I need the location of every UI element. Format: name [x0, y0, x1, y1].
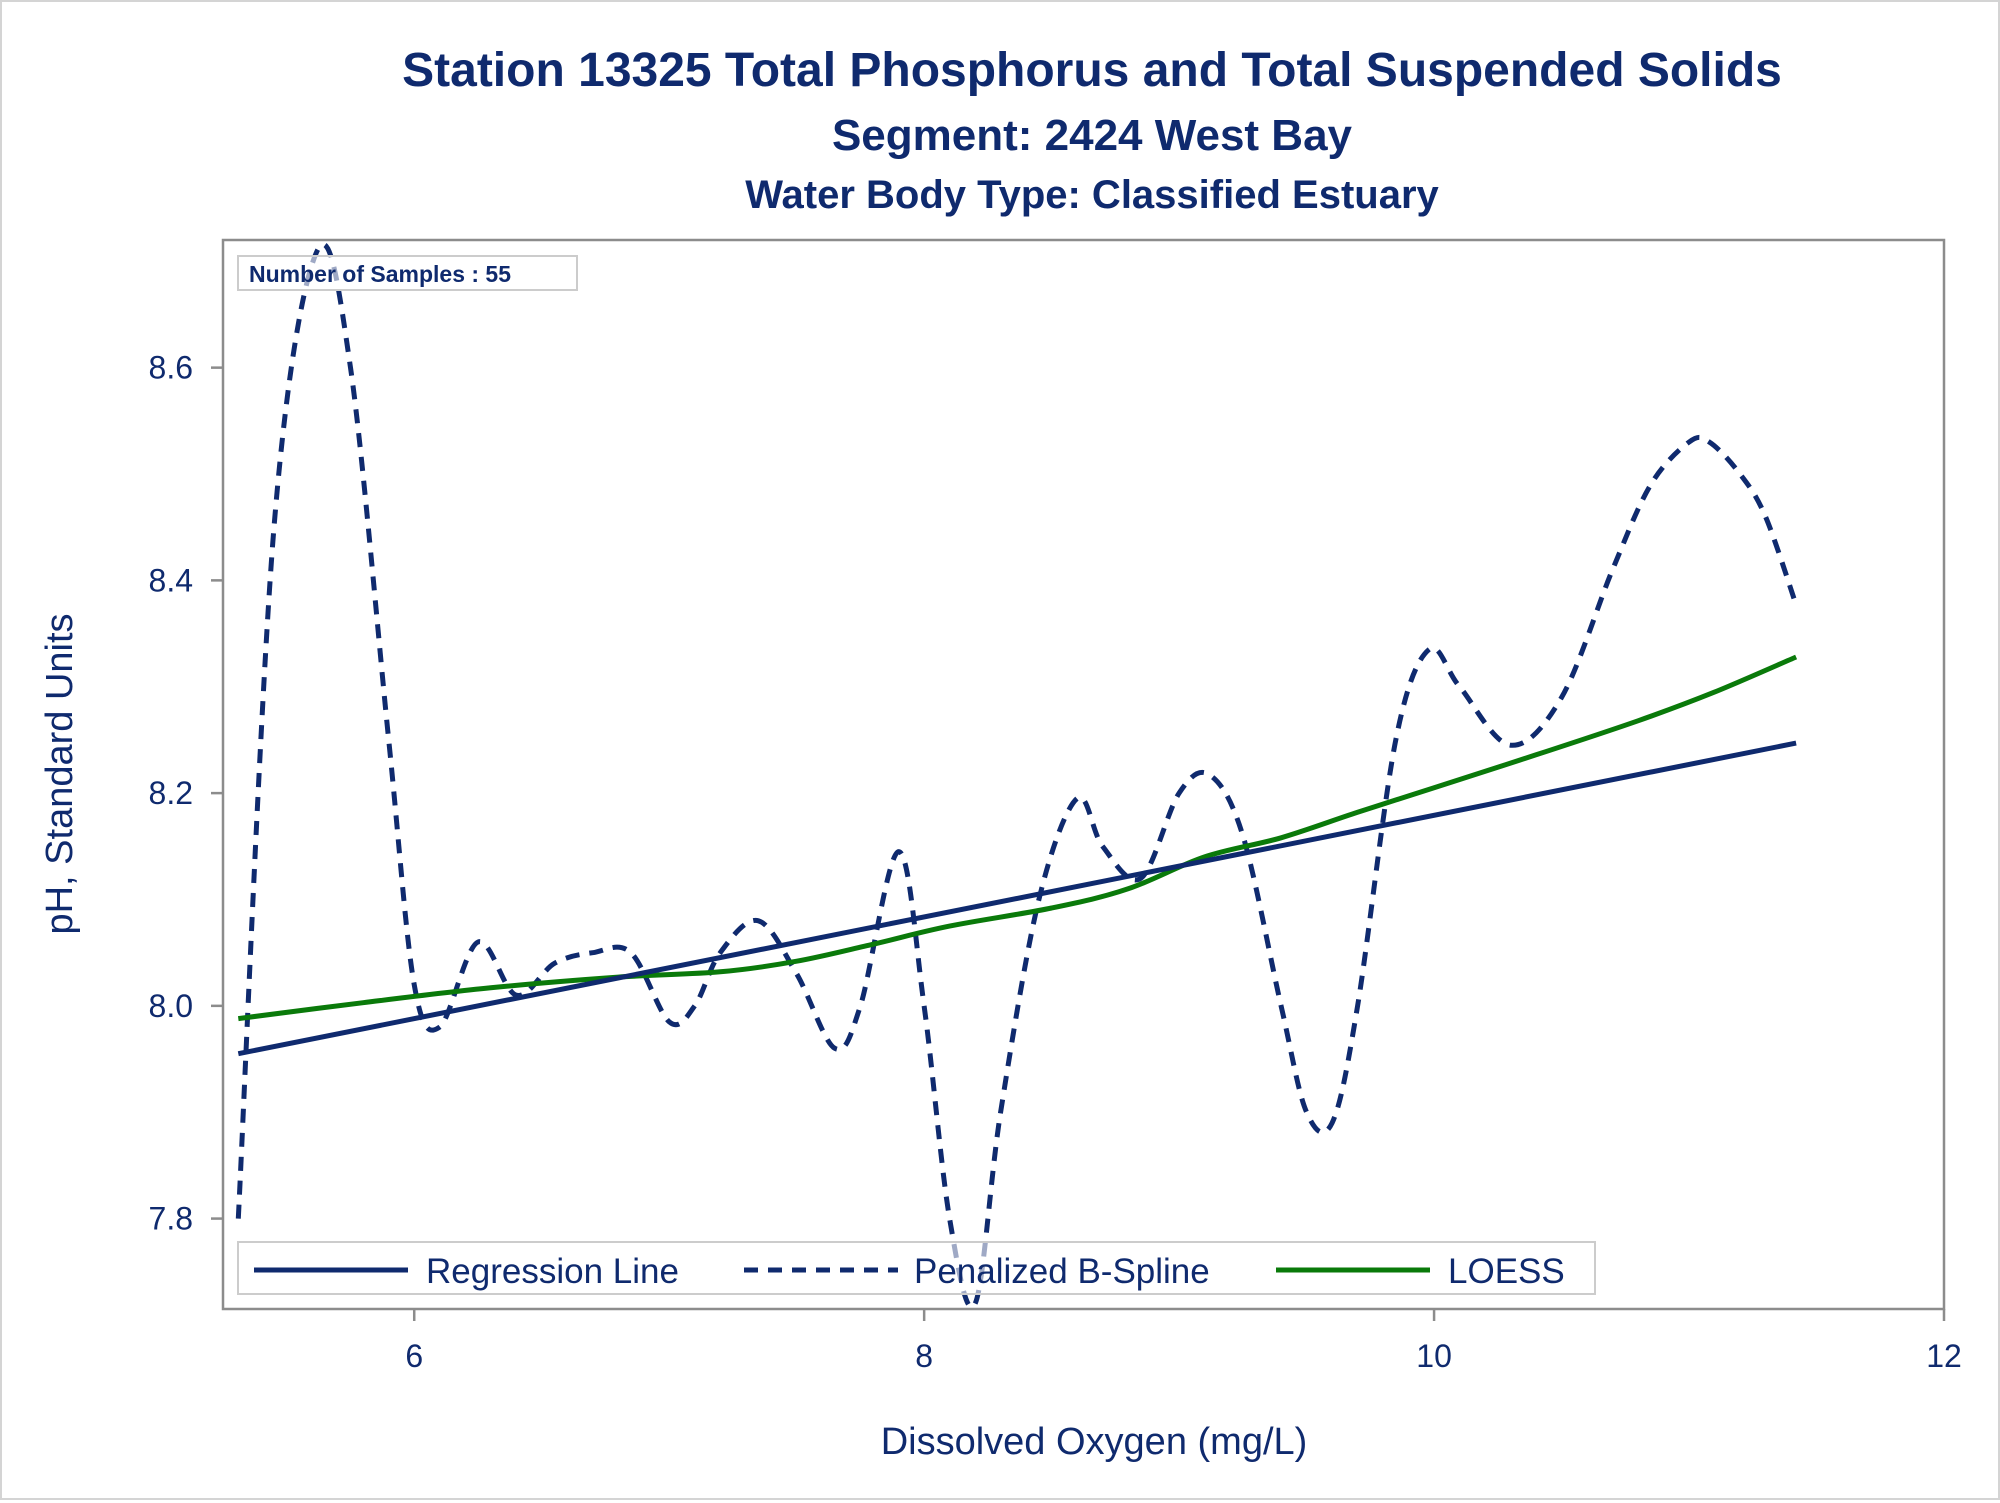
x-tick-label-6: 6 — [405, 1338, 423, 1374]
sample-count-box — [237, 255, 578, 291]
chart-subtitle-water-body: Water Body Type: Classified Estuary — [745, 173, 1439, 217]
x-axis-label: Dissolved Oxygen (mg/L) — [881, 1421, 1308, 1463]
x-tick-label-12: 12 — [1926, 1338, 1962, 1374]
x-tick-label-8: 8 — [915, 1338, 933, 1374]
y-tick-label-8.6: 8.6 — [149, 350, 193, 386]
series-regression-line — [237, 740, 1797, 1057]
y-tick-label-8.2: 8.2 — [149, 775, 193, 811]
y-tick-label-7.8: 7.8 — [149, 1201, 193, 1237]
series-loess — [237, 654, 1798, 1022]
y-tick-label-8.0: 8.0 — [149, 988, 193, 1024]
series-layer — [235, 241, 1799, 1309]
plot-area-border — [221, 238, 1946, 1311]
chart-title: Station 13325 Total Phosphorus and Total… — [402, 44, 1782, 97]
x-tick-label-10: 10 — [1416, 1338, 1452, 1374]
y-axis: 7.8 8.0 8.2 8.4 8.6 — [149, 350, 223, 1237]
legend-label-loess: LOESS — [1448, 1252, 1565, 1291]
sample-count-label: Number of Samples : 55 — [249, 261, 511, 287]
legend: Regression Line Penalized B-Spline LOESS — [237, 1241, 1596, 1295]
chart-subtitle: Segment: 2424 West Bay — [832, 111, 1353, 160]
y-tick-label-8.4: 8.4 — [149, 562, 193, 598]
legend-label-penalized-b-spline: Penalized B-Spline — [914, 1252, 1210, 1291]
y-axis-label: pH, Standard Units — [39, 613, 81, 934]
series-penalized-b-spline — [235, 241, 1799, 1309]
legend-label-regression-line: Regression Line — [426, 1252, 679, 1291]
x-axis: 6 8 10 12 — [405, 1309, 1962, 1374]
